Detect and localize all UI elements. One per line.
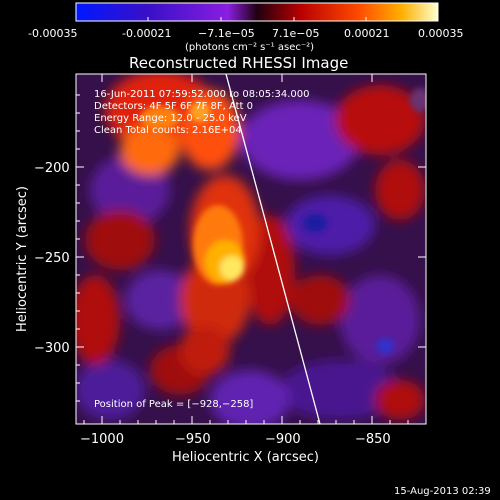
info-detectors: Detectors: 4F 5F 6F 7F 8F, Att 0 (94, 101, 253, 112)
x-ticks (83, 74, 409, 424)
y-tick-label: −200 (34, 161, 70, 176)
plot-frame (75, 73, 427, 425)
rhessi-map: 16-Jun-2011 07:59:52.000 to 08:05:34.000… (76, 74, 426, 424)
colorbar-units: (photons cm⁻² s⁻¹ asec⁻²) (185, 42, 314, 53)
x-tick-label: −900 (265, 432, 301, 447)
colorbar-tick-label: -0.00021 (122, 27, 171, 40)
footer-timestamp: 15-Aug-2013 02:39 (394, 486, 491, 497)
x-tick-label: −1000 (80, 432, 124, 447)
solar-limb-line (225, 74, 321, 424)
colorbar-tick-label: 0.00021 (344, 27, 390, 40)
image-title: Reconstructed RHESSI Image (129, 54, 348, 72)
y-axis-label: Heliocentric Y (arcsec) (15, 186, 30, 332)
y-tick-label: −300 (34, 341, 70, 356)
colorbar-gradient (75, 2, 439, 22)
y-tick-label: −250 (34, 251, 70, 266)
x-tick-label: −950 (175, 432, 211, 447)
info-counts: Clean Total counts: 2.16E+04 (94, 125, 242, 136)
colorbar-tick-label: -0.00035 (28, 27, 77, 40)
info-time-range: 16-Jun-2011 07:59:52.000 to 08:05:34.000 (94, 89, 310, 100)
colorbar-tick-label: −7.1e−05 (198, 27, 255, 40)
peak-position-label: Position of Peak = [−928,−258] (94, 399, 253, 410)
x-axis-label: Heliocentric X (arcsec) (172, 450, 319, 465)
colorbar-tick-label: 0.00035 (418, 27, 464, 40)
info-energy-range: Energy Range: 12.0 - 25.0 keV (94, 113, 247, 124)
colorbar-ticks (75, 17, 439, 21)
x-tick-label: −850 (355, 432, 391, 447)
colorbar: -0.00035 -0.00021 −7.1e−05 7.1e−05 0.000… (28, 2, 464, 53)
y-ticks (76, 94, 426, 402)
colorbar-tick-label: 7.1e−05 (272, 27, 319, 40)
